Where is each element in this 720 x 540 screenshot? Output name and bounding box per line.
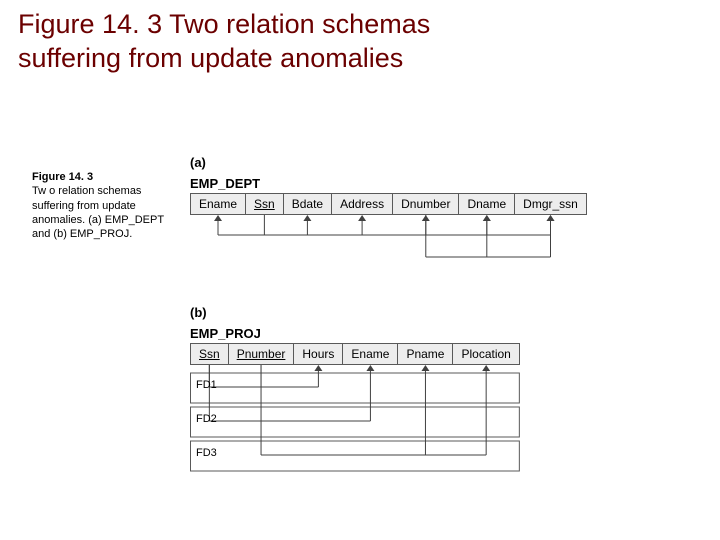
caption-body: Tw o relation schemas suffering from upd… (32, 185, 164, 240)
part-a-label: (a) (190, 155, 710, 170)
page-title: Figure 14. 3 Two relation schemas suffer… (18, 8, 430, 76)
diagram-area: (a) EMP_DEPT EnameSsnBdateAddressDnumber… (190, 155, 710, 475)
column-cell: Hours (294, 344, 343, 365)
column-cell: Pname (398, 344, 453, 365)
fd-label: FD2 (196, 413, 217, 425)
part-b-fd-zone: FD1 FD2 FD3 (190, 365, 710, 475)
part-a: (a) EMP_DEPT EnameSsnBdateAddressDnumber… (190, 155, 710, 275)
column-cell: Ssn (246, 194, 284, 215)
column-cell: Address (332, 194, 393, 215)
figure-caption: Figure 14. 3 Tw o relation schemas suffe… (32, 170, 182, 241)
part-b-table: SsnPnumberHoursEnamePnamePlocation (190, 343, 520, 365)
part-b-relation-name: EMP_PROJ (190, 326, 710, 341)
part-a-fd-zone (190, 215, 710, 275)
part-b-label: (b) (190, 305, 710, 320)
column-cell: Ename (343, 344, 398, 365)
title-line-1: Figure 14. 3 Two relation schemas (18, 9, 430, 39)
column-cell: Ename (191, 194, 246, 215)
title-line-2: suffering from update anomalies (18, 43, 403, 73)
part-a-table: EnameSsnBdateAddressDnumberDnameDmgr_ssn (190, 193, 587, 215)
column-cell: Plocation (453, 344, 519, 365)
column-cell: Pnumber (228, 344, 294, 365)
fd-label: FD1 (196, 379, 217, 391)
column-cell: Dmgr_ssn (515, 194, 587, 215)
part-b-fd-arrows (190, 365, 528, 475)
part-a-fd-arrows (190, 215, 587, 275)
fd-label: FD3 (196, 447, 217, 459)
column-cell: Ssn (191, 344, 229, 365)
column-cell: Dnumber (393, 194, 459, 215)
part-b: (b) EMP_PROJ SsnPnumberHoursEnamePnamePl… (190, 305, 710, 475)
column-cell: Bdate (283, 194, 331, 215)
part-a-relation-name: EMP_DEPT (190, 176, 710, 191)
caption-heading: Figure 14. 3 (32, 170, 182, 184)
column-cell: Dname (459, 194, 515, 215)
